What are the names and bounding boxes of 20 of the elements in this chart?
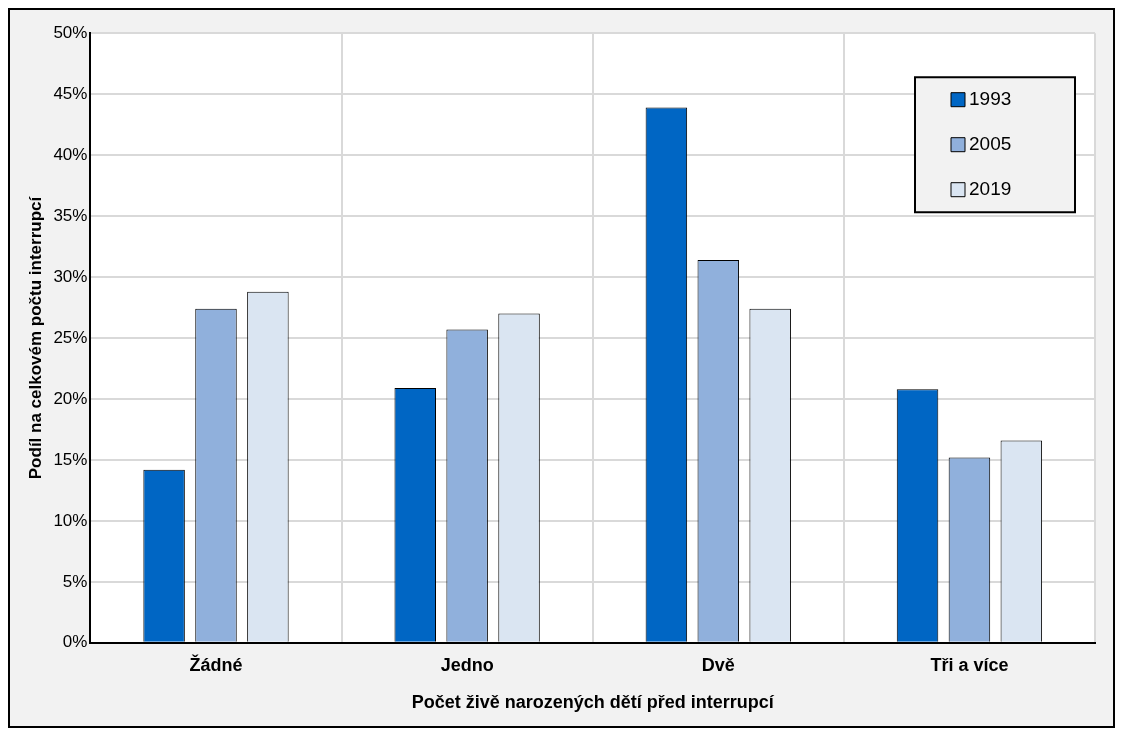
y-tick-label: 35% [53, 205, 88, 225]
y-axis-title: Podíl na celkovém počtu interrupcí [25, 195, 45, 480]
x-tick-label: Tři a více [930, 654, 1009, 675]
legend-label: 2005 [969, 132, 1012, 154]
y-tick-label: 40% [53, 144, 88, 164]
y-tick-label: 5% [62, 571, 88, 591]
x-axis-title: Počet živě narozených dětí před interrupcí [411, 692, 775, 713]
legend-label: 2019 [969, 177, 1012, 199]
y-tick-label: 30% [53, 266, 88, 286]
x-tick-label: Dvě [701, 654, 735, 675]
y-tick-label: 20% [53, 388, 88, 408]
y-tick-label: 0% [62, 632, 88, 652]
y-tick-label: 10% [53, 510, 88, 530]
y-tick-label: 45% [53, 83, 88, 103]
legend-label: 1993 [969, 87, 1012, 109]
y-tick-label: 25% [53, 327, 88, 347]
y-tick-label: 50% [53, 22, 88, 42]
x-tick-label: Jedno [440, 654, 494, 675]
x-tick-label: Žádné [189, 653, 243, 675]
y-tick-label: 15% [53, 449, 88, 469]
